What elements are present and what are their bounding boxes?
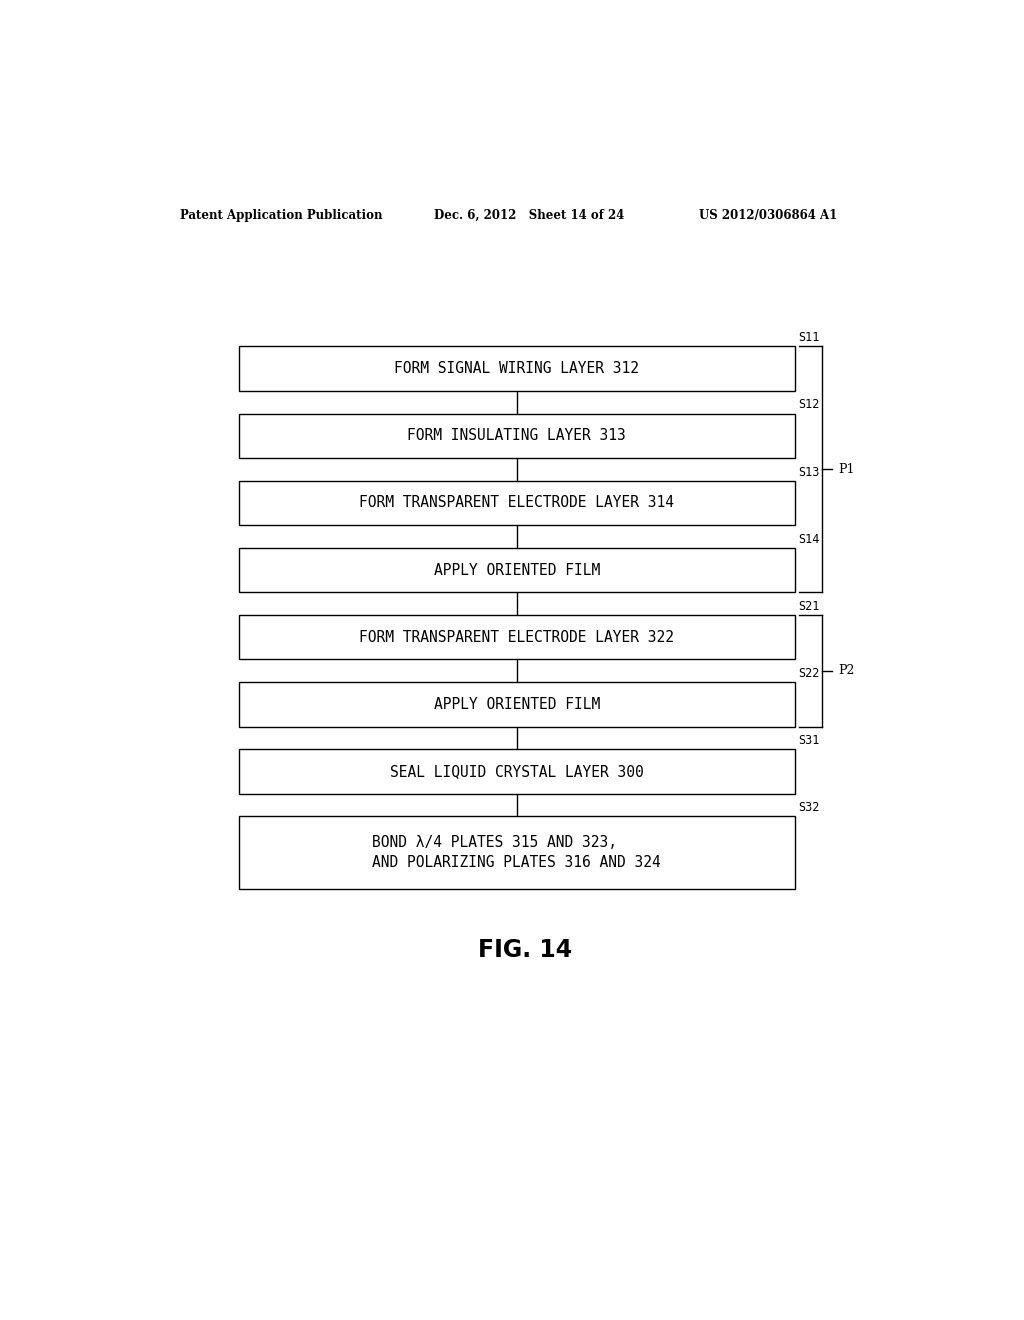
- Text: BOND λ/4 PLATES 315 AND 323,
AND POLARIZING PLATES 316 AND 324: BOND λ/4 PLATES 315 AND 323, AND POLARIZ…: [373, 836, 662, 870]
- Text: S12: S12: [799, 399, 820, 412]
- Text: SEAL LIQUID CRYSTAL LAYER 300: SEAL LIQUID CRYSTAL LAYER 300: [390, 764, 644, 779]
- Text: S13: S13: [799, 466, 820, 479]
- Text: FORM INSULATING LAYER 313: FORM INSULATING LAYER 313: [408, 429, 627, 444]
- Text: FORM TRANSPARENT ELECTRODE LAYER 322: FORM TRANSPARENT ELECTRODE LAYER 322: [359, 630, 675, 644]
- Text: FORM SIGNAL WIRING LAYER 312: FORM SIGNAL WIRING LAYER 312: [394, 362, 639, 376]
- Bar: [240, 748, 795, 793]
- Text: APPLY ORIENTED FILM: APPLY ORIENTED FILM: [434, 562, 600, 578]
- Bar: [240, 413, 795, 458]
- Text: S14: S14: [799, 533, 820, 545]
- Bar: [240, 682, 795, 726]
- Text: P2: P2: [839, 664, 855, 677]
- Text: P1: P1: [839, 463, 855, 477]
- Bar: [240, 816, 795, 890]
- Text: S22: S22: [799, 667, 820, 680]
- Bar: [240, 548, 795, 593]
- Bar: [240, 615, 795, 660]
- Text: FIG. 14: FIG. 14: [478, 939, 571, 962]
- Bar: [240, 346, 795, 391]
- Text: S32: S32: [799, 801, 820, 814]
- Text: S11: S11: [799, 331, 820, 345]
- Bar: [240, 480, 795, 525]
- Text: FORM TRANSPARENT ELECTRODE LAYER 314: FORM TRANSPARENT ELECTRODE LAYER 314: [359, 495, 675, 511]
- Text: S21: S21: [799, 599, 820, 612]
- Text: APPLY ORIENTED FILM: APPLY ORIENTED FILM: [434, 697, 600, 711]
- Text: Patent Application Publication: Patent Application Publication: [179, 209, 382, 222]
- Text: S31: S31: [799, 734, 820, 747]
- Text: US 2012/0306864 A1: US 2012/0306864 A1: [699, 209, 838, 222]
- Text: Dec. 6, 2012   Sheet 14 of 24: Dec. 6, 2012 Sheet 14 of 24: [433, 209, 624, 222]
